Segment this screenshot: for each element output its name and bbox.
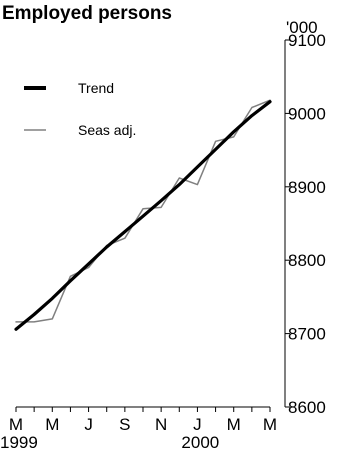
y-axis-unit: '000 — [286, 18, 318, 37]
y-axis: 8600 8700 8800 8900 9000 9100 — [284, 31, 326, 417]
y-tick-label: 9000 — [288, 104, 326, 123]
y-tick-label: 8700 — [288, 325, 326, 344]
x-tick-label: M — [263, 415, 277, 434]
chart-title: Employed persons — [2, 3, 172, 24]
x-tick-label: M — [9, 415, 23, 434]
legend-label-seas-adj: Seas adj. — [78, 122, 136, 138]
series-layer — [14, 99, 272, 331]
x-tick-label: S — [119, 415, 130, 434]
legend-label-trend: Trend — [78, 80, 114, 96]
y-tick-label: 8800 — [288, 251, 326, 270]
y-tick-label: 9100 — [288, 31, 326, 50]
x-year-label: 2000 — [181, 433, 219, 452]
x-year-label: 1999 — [0, 433, 38, 452]
x-tick-label: J — [84, 415, 93, 434]
trend-line — [14, 100, 272, 331]
x-tick-label: J — [193, 415, 202, 434]
y-tick-label: 8600 — [288, 398, 326, 417]
y-tick-label: 8900 — [288, 178, 326, 197]
x-tick-label: M — [227, 415, 241, 434]
x-tick-label: M — [45, 415, 59, 434]
legend: Trend Seas adj. — [24, 80, 136, 138]
x-tick-label: N — [155, 415, 167, 434]
